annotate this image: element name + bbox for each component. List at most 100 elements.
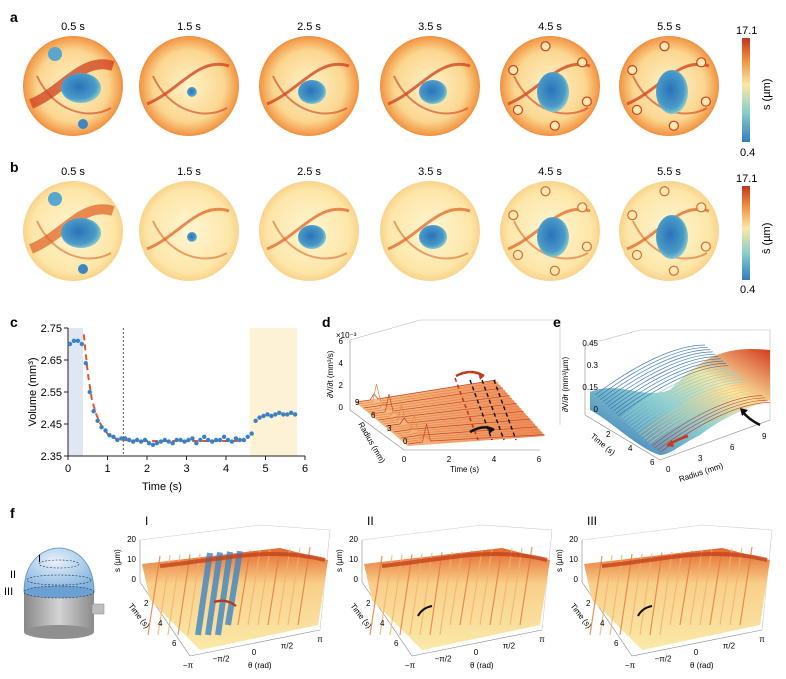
shaded-region — [68, 328, 84, 456]
data-point — [123, 436, 128, 441]
data-point — [213, 437, 219, 443]
device-label-i: I — [38, 553, 41, 565]
data-point — [91, 409, 96, 414]
panel-f-xtick: −π/2 — [435, 655, 452, 664]
data-point — [146, 441, 152, 446]
data-point — [95, 418, 100, 423]
panel-d-ytick: 0 — [403, 437, 408, 446]
panel-e-ztick: 0.45 — [582, 339, 598, 348]
data-point — [99, 425, 104, 430]
x-tick-label: 1 — [104, 463, 110, 475]
panel-e-ytick: 2 — [606, 430, 611, 439]
data-point — [221, 434, 227, 439]
data-point — [288, 410, 294, 415]
panel-d-ztick: 0 — [339, 403, 344, 412]
data-point — [115, 437, 120, 443]
panel-f-xlabel: θ (rad) — [690, 661, 714, 670]
volume-chart: 0 1 2 3 4 5 6 2.35 2.45 2.55 2.65 2.75 Time (s) Vol… — [27, 323, 308, 493]
data-point — [71, 338, 77, 343]
x-tick-label: 2 — [144, 463, 150, 475]
data-point — [241, 437, 246, 443]
panel-f-letter: f — [10, 505, 15, 521]
volume-chart-ylabel: Volume (mm³) — [27, 357, 39, 426]
data-point — [67, 341, 73, 347]
panel-f-xtick: −π — [625, 661, 636, 670]
panel-f-zlabel: s (µm) — [555, 549, 564, 572]
snapshot-time-label: 2.5 s — [297, 21, 321, 33]
snapshot-time-label: 3.5 s — [418, 166, 442, 178]
data-point — [186, 437, 191, 443]
panel-e-ytick: 6 — [650, 458, 655, 467]
panel-f-zlabel: s (µm) — [335, 549, 344, 572]
panel-a-colorbar: 17.1 0.4 s (µm) — [736, 25, 773, 159]
snapshot-time-label: 1.5 s — [177, 166, 201, 178]
panel-e-letter: e — [553, 314, 561, 330]
panel-d-xtick: 2 — [447, 455, 452, 464]
panel-f-xtick: π/2 — [281, 642, 294, 651]
panel-a-snapshots: 0.5 s 1.5 s 2.5 s 3.5 s 4.5 s 5.5 s — [23, 21, 719, 136]
data-point — [103, 428, 108, 433]
panel-b-colorbar-min: 0.4 — [740, 284, 755, 296]
snapshot-time-label: 1.5 s — [177, 21, 201, 33]
panel-f-ytick: 4 — [380, 619, 385, 628]
panel-f-xtick: 0 — [694, 648, 699, 657]
x-tick-label: 3 — [183, 463, 189, 475]
data-point — [249, 431, 254, 436]
y-tick-label: 2.55 — [41, 387, 62, 399]
data-point — [79, 341, 85, 347]
x-tick-label: 4 — [223, 463, 229, 475]
data-point — [281, 412, 286, 417]
panel-b-snapshots: 0.5 s 1.5 s 2.5 s 3.5 s 4.5 s 5.5 s — [23, 166, 719, 281]
snapshot-disc — [380, 181, 480, 281]
panel-d-surface: ×10⁻³ ∂V/∂t (mm³/s) 0 2 4 6 Radius (mm) 9 6 3… — [326, 319, 561, 474]
panel-f-roman-label: I — [145, 514, 148, 528]
data-point — [233, 436, 239, 441]
panel-f-xtick: π — [539, 635, 545, 644]
panel-e-xtick: 6 — [730, 443, 735, 452]
data-point — [265, 412, 270, 417]
panel-b-letter: b — [10, 159, 19, 175]
data-point — [83, 361, 88, 366]
data-point — [190, 436, 195, 441]
droplet-device-diagram: I II III — [4, 547, 105, 639]
snapshot-disc — [23, 181, 123, 281]
data-point — [174, 437, 179, 443]
panel-f-ztick: 0 — [132, 575, 137, 584]
panel-e-xlabel: Radius (mm) — [678, 461, 725, 484]
data-point — [206, 437, 211, 443]
data-point — [75, 338, 81, 343]
snapshot-disc — [380, 36, 480, 136]
panel-f-xtick: −π/2 — [213, 655, 230, 664]
device-label-iii: III — [4, 586, 13, 598]
data-point — [111, 434, 116, 439]
panel-d-ztick: 6 — [339, 337, 344, 346]
data-point — [127, 437, 132, 443]
panel-f-ztick: 10 — [127, 555, 136, 564]
panel-d-ytick: 6 — [371, 411, 376, 420]
panel-f-xtick: π — [759, 635, 765, 644]
snapshot-disc — [259, 181, 359, 281]
data-point — [130, 439, 136, 444]
data-point — [182, 439, 187, 444]
panel-d-xtick: 0 — [402, 455, 407, 464]
panel-f-xtick: π — [317, 635, 323, 644]
panel-e-ylabel: Time (s) — [589, 432, 617, 458]
panel-f-ztick: 20 — [127, 535, 136, 544]
data-point — [87, 389, 92, 395]
data-point — [285, 412, 290, 417]
data-point — [194, 441, 199, 446]
x-tick-label: 5 — [262, 463, 268, 475]
panel-f-ytick: 6 — [394, 639, 399, 648]
panel-f-xtick: −π/2 — [655, 655, 672, 664]
data-point — [198, 437, 203, 443]
panel-e-zlabel: ∂V/∂r (mm³/µm) — [561, 356, 570, 412]
panel-f-xtick: 0 — [474, 648, 479, 657]
snapshot-time-label: 5.5 s — [657, 21, 681, 33]
snapshot-time-label: 2.5 s — [297, 166, 321, 178]
panel-f-ytick: 4 — [158, 619, 163, 628]
fit-line — [82, 334, 246, 442]
data-point — [225, 437, 231, 443]
